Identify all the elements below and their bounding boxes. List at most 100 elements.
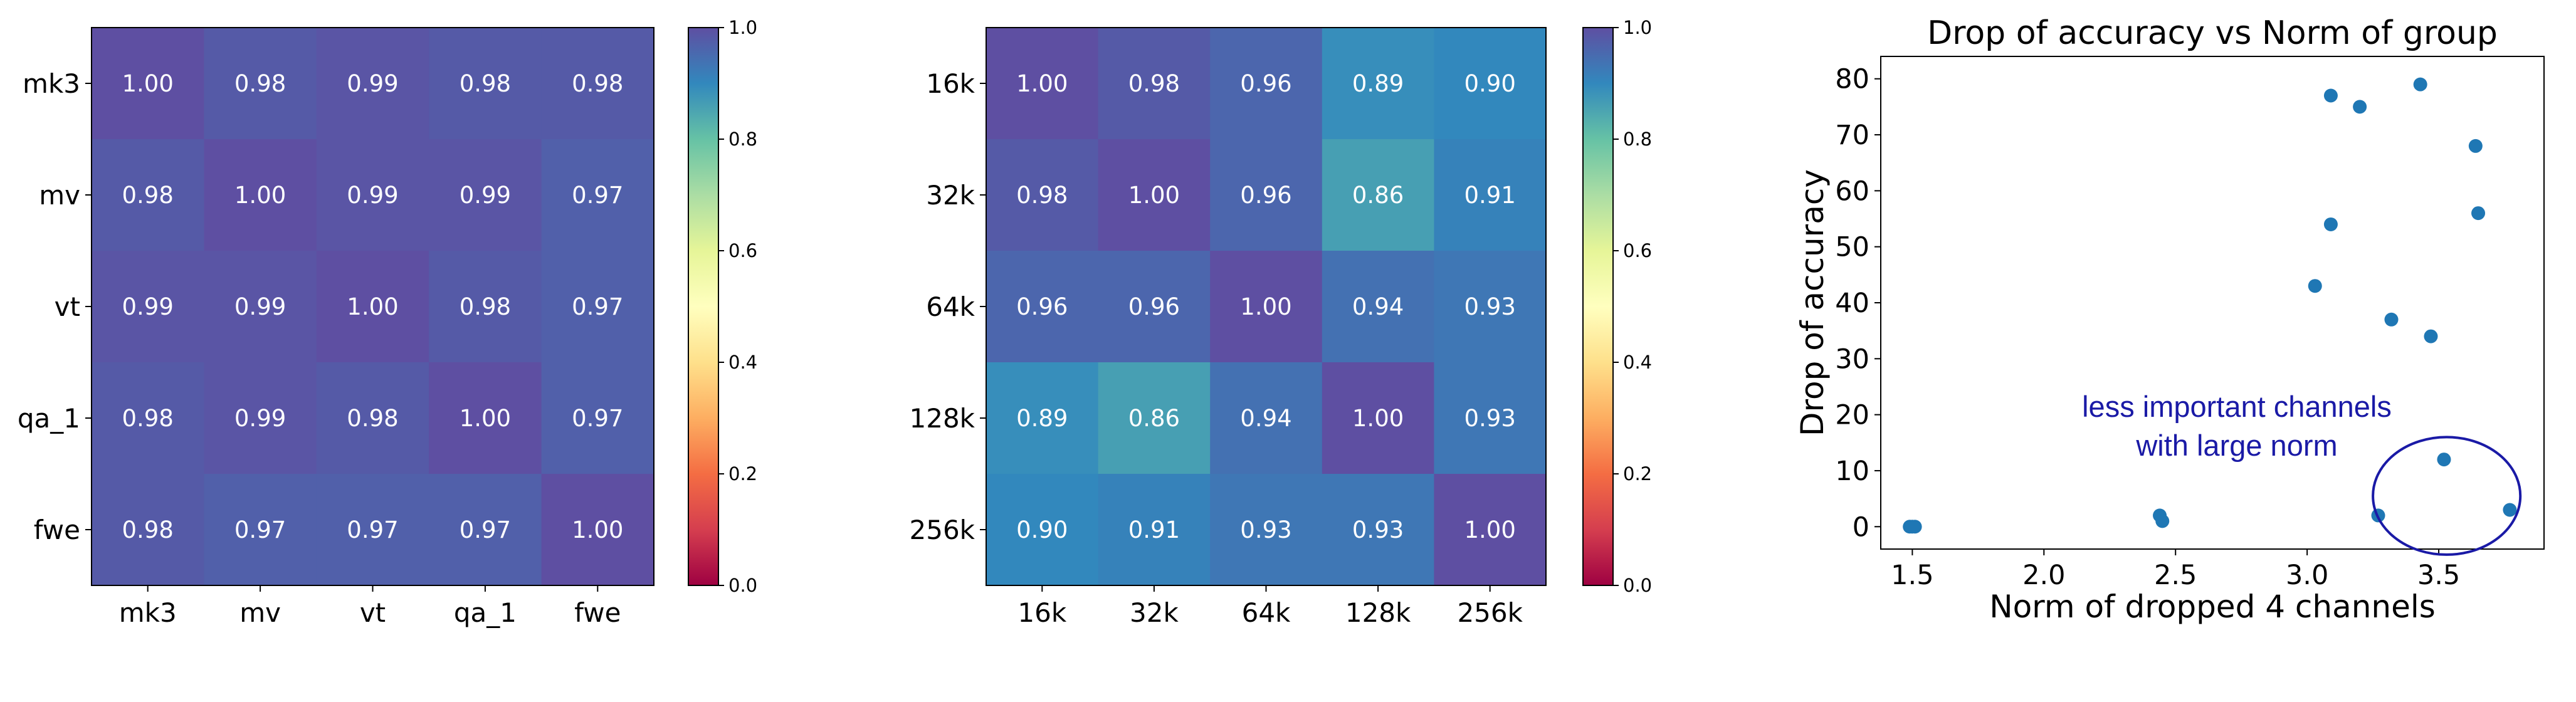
cell-value-label: 0.96 <box>1016 293 1068 320</box>
heatmap-cell <box>1322 251 1434 363</box>
heatmap-cell <box>429 251 542 363</box>
scatter-panel: 1.5 2.0 2.5 3.0 3.5 0 10 20 30 40 50 60 70 80 Drop of … <box>1794 14 2545 625</box>
y-tick-label: 70 <box>1835 120 1869 151</box>
cell-value-label: 1.00 <box>1352 405 1404 432</box>
cell-value-label: 0.86 <box>1128 405 1180 432</box>
cell-value-label: 1.00 <box>122 70 174 97</box>
cell-value-label: 0.97 <box>572 405 623 432</box>
row-label: qa_1 <box>18 403 80 434</box>
heatmap-cell <box>986 474 1099 586</box>
cell-value-label: 0.90 <box>1016 516 1068 543</box>
heatmap-cell <box>316 362 429 474</box>
col-label: fwe <box>574 597 621 628</box>
row-label: 64k <box>926 291 975 322</box>
cell-value-label: 0.89 <box>1352 70 1404 97</box>
scatter-point <box>2437 453 2451 467</box>
chart-title: Drop of accuracy vs Norm of group <box>1927 14 2498 52</box>
cell-value-label: 0.98 <box>347 405 398 432</box>
heatmap-cell <box>429 362 542 474</box>
y-tick-label: 60 <box>1835 176 1869 207</box>
col-label: mk3 <box>119 597 177 628</box>
col-label: 64k <box>1242 597 1291 628</box>
cell-value-label: 0.98 <box>460 70 511 97</box>
y-tick-label: 0 <box>1853 511 1869 543</box>
heatmap-cell <box>429 474 542 586</box>
scatter-point <box>2468 139 2483 153</box>
cell-value-label: 1.00 <box>1128 182 1180 209</box>
row-label: mk3 <box>23 68 80 99</box>
heatmap-panel-tasks: 1.00 0.98 0.99 0.98 0.98 0.98 1.00 0.99 0.99 0.97… <box>18 17 757 628</box>
cell-value-label: 0.98 <box>572 70 623 97</box>
cell-value-label: 0.98 <box>122 516 174 543</box>
heatmap-cell <box>1322 28 1434 140</box>
heatmap-cell <box>1322 362 1434 474</box>
heatmap-cell <box>541 28 655 140</box>
x-tick-label: 2.5 <box>2154 560 2197 591</box>
highlight-ellipse <box>2372 436 2522 556</box>
scatter-point <box>2308 279 2322 293</box>
cell-value-label: 1.00 <box>1016 70 1068 97</box>
cell-value-label: 1.00 <box>572 516 623 543</box>
cell-value-label: 0.90 <box>1464 70 1516 97</box>
cell-value-label: 0.93 <box>1240 516 1291 543</box>
colorbar <box>688 27 719 586</box>
colorbar-tick-label: 0.0 <box>728 575 757 596</box>
x-axis-label: Norm of dropped 4 channels <box>1989 589 2436 625</box>
col-label: vt <box>360 597 386 628</box>
cell-value-label: 0.93 <box>1464 405 1516 432</box>
heatmap-cell <box>204 251 317 363</box>
scatter-point <box>2471 206 2486 221</box>
col-label: 32k <box>1130 597 1179 628</box>
colorbar-tick-label: 0.6 <box>1623 240 1652 261</box>
heatmap-cell <box>204 362 317 474</box>
cell-value-label: 0.93 <box>1352 516 1404 543</box>
colorbar-tick-label: 1.0 <box>1623 17 1652 38</box>
cell-value-label: 0.98 <box>122 405 174 432</box>
row-label: vt <box>55 291 80 322</box>
cell-value-label: 0.98 <box>1016 182 1068 209</box>
heatmap-cell <box>204 474 317 586</box>
cell-value-label: 0.97 <box>234 516 286 543</box>
heatmap-cell <box>541 474 655 586</box>
colorbar-tick-label: 0.0 <box>1623 575 1652 596</box>
scatter-point <box>2323 217 2338 231</box>
cell-value-label: 0.91 <box>1464 182 1516 209</box>
cell-value-label: 0.94 <box>1352 293 1404 320</box>
x-tick-label: 3.5 <box>2417 560 2460 591</box>
scatter-point <box>2503 503 2517 517</box>
heatmap-cell <box>986 251 1099 363</box>
col-label: qa_1 <box>454 597 517 628</box>
heatmap-cell <box>316 474 429 586</box>
heatmap-cell <box>92 362 204 474</box>
cell-value-label: 0.99 <box>234 405 286 432</box>
heatmap-cell <box>541 362 655 474</box>
cell-value-label: 0.99 <box>347 70 398 97</box>
heatmap-cell <box>92 474 204 586</box>
heatmap-cell <box>316 251 429 363</box>
row-label: mv <box>39 180 80 211</box>
cell-value-label: 0.89 <box>1016 405 1068 432</box>
row-label: fwe <box>34 515 80 545</box>
cell-value-label: 1.00 <box>234 182 286 209</box>
heatmap-cell <box>92 139 204 251</box>
heatmap-cell <box>429 139 542 251</box>
scatter-point <box>2413 77 2427 92</box>
cell-value-label: 0.97 <box>460 516 511 543</box>
scatter-point <box>2353 100 2367 114</box>
cell-value-label: 0.98 <box>234 70 286 97</box>
cell-value-label: 0.97 <box>572 293 623 320</box>
heatmap-cell <box>1210 362 1323 474</box>
cell-value-label: 0.86 <box>1352 182 1404 209</box>
cell-value-label: 0.96 <box>1240 182 1291 209</box>
heatmap-panel-lengths: 1.00 0.98 0.96 0.89 0.90 0.98 1.00 0.96 0.86 0.91… <box>910 17 1653 628</box>
cell-value-label: 0.94 <box>1240 405 1291 432</box>
colorbar-tick-label: 0.8 <box>728 128 757 150</box>
heatmap-cell <box>1434 362 1547 474</box>
col-label: 16k <box>1017 597 1066 628</box>
colorbar-tick-label: 0.4 <box>1623 352 1652 373</box>
cell-value-label: 1.00 <box>347 293 398 320</box>
y-tick-label: 80 <box>1835 64 1869 95</box>
cell-value-label: 0.98 <box>1128 70 1180 97</box>
heatmap-cell <box>1322 474 1434 586</box>
annotation-text: with large norm <box>2135 429 2337 462</box>
